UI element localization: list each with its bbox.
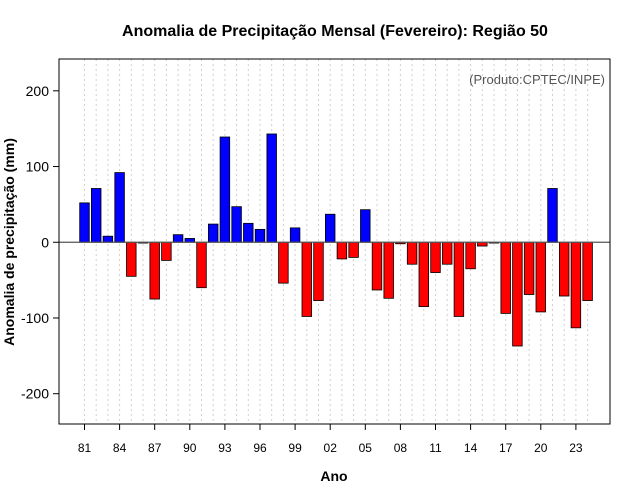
bar — [406, 241, 418, 265]
bar — [207, 223, 219, 243]
bar — [114, 172, 125, 243]
x-tick-label: 08 — [394, 441, 408, 455]
bar — [418, 241, 430, 308]
bar — [149, 241, 160, 300]
bar — [547, 188, 558, 243]
x-tick-label: 14 — [464, 441, 478, 455]
y-tick-label: 100 — [26, 159, 50, 175]
bar — [91, 188, 102, 243]
bar — [289, 227, 301, 243]
x-tick-label: 81 — [78, 441, 92, 455]
grid-lines — [84, 59, 589, 424]
bar — [161, 241, 172, 261]
x-tick-label: 02 — [324, 441, 338, 455]
plot-frame — [58, 58, 611, 425]
product-annotation: (Produto:CPTEC/INPE) — [469, 72, 605, 87]
bar — [570, 241, 582, 329]
bar — [278, 241, 289, 284]
bar — [301, 241, 313, 317]
bar — [172, 234, 184, 243]
bar — [313, 241, 324, 301]
bars — [79, 133, 593, 347]
bar — [523, 241, 535, 295]
y-axis-title: Anomalia de precipitação (mm) — [1, 138, 17, 346]
x-tick-label: 87 — [148, 441, 162, 455]
bar — [126, 241, 137, 277]
x-tick-label: 17 — [499, 441, 513, 455]
bar — [500, 241, 511, 314]
x-tick-label: 93 — [218, 441, 232, 455]
x-axis: 81 84 87 90 93 96 99 02 05 08 11 14 17 20 23 — [78, 424, 583, 455]
x-tick-label: 99 — [288, 441, 302, 455]
y-tick-label: -100 — [21, 310, 49, 326]
x-tick-label: 90 — [183, 441, 197, 455]
bar — [465, 241, 476, 270]
x-tick-label: 84 — [113, 441, 127, 455]
x-tick-label: 05 — [359, 441, 373, 455]
bar — [196, 241, 207, 289]
bar — [559, 241, 570, 297]
bar — [535, 241, 547, 313]
bar — [243, 222, 254, 243]
bar — [79, 202, 90, 243]
bar — [231, 206, 242, 243]
x-tick-label: 96 — [253, 441, 267, 455]
bar — [348, 241, 359, 258]
bar — [383, 241, 394, 299]
y-axis: -200 -100 0 100 200 — [21, 83, 59, 402]
bar — [219, 136, 231, 243]
bar — [102, 235, 114, 243]
bar — [441, 241, 453, 265]
bar — [453, 241, 465, 317]
x-tick-label: 20 — [534, 441, 548, 455]
chart-title: Anomalia de Precipitação Mensal (Feverei… — [122, 23, 548, 40]
bar — [254, 228, 266, 243]
y-tick-label: 200 — [26, 83, 50, 99]
bar — [512, 241, 523, 347]
y-tick-label: 0 — [41, 234, 49, 250]
x-axis-title: Ano — [320, 468, 347, 484]
bar — [324, 213, 336, 243]
bar — [371, 241, 383, 291]
x-tick-label: 23 — [569, 441, 583, 455]
bar — [582, 241, 593, 301]
bar — [430, 241, 441, 273]
y-tick-label: -200 — [21, 386, 49, 402]
x-tick-label: 11 — [429, 441, 442, 455]
bar — [360, 209, 371, 243]
bar — [336, 241, 348, 260]
bar — [266, 133, 277, 243]
